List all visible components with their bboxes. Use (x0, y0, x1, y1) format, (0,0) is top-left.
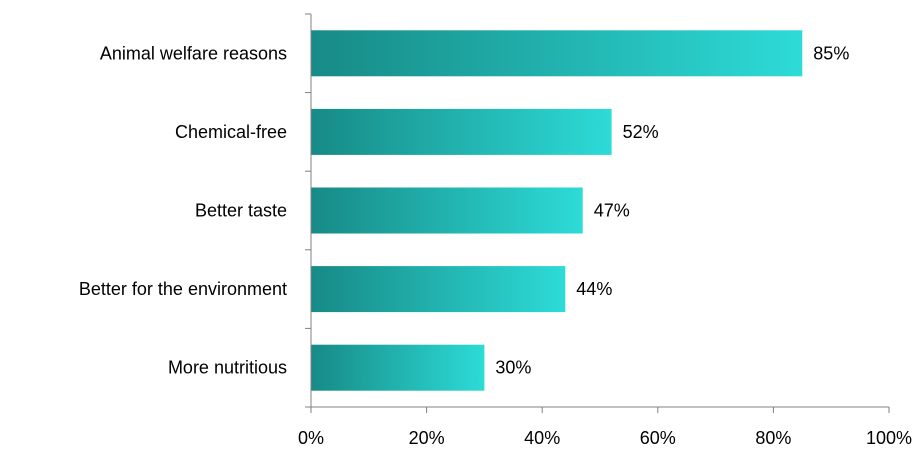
bar (311, 344, 485, 391)
data-label: 30% (495, 358, 531, 378)
category-label: Chemical-free (175, 122, 287, 142)
x-tick-label: 40% (524, 428, 560, 448)
bars-layer (311, 30, 803, 391)
bar (311, 30, 803, 77)
bar (311, 187, 583, 234)
axes (305, 13, 890, 413)
labels-layer: Animal welfare reasons 85% Chemical-free 52… (79, 43, 912, 448)
bar (311, 266, 566, 313)
bar (311, 108, 612, 155)
x-tick-label: 80% (755, 428, 791, 448)
data-label: 85% (813, 43, 849, 63)
data-label: 52% (623, 122, 659, 142)
category-label: Better for the environment (79, 279, 287, 299)
x-tick-label: 60% (640, 428, 676, 448)
category-label: More nutritious (168, 358, 287, 378)
category-label: Animal welfare reasons (100, 43, 287, 63)
x-tick-label: 0% (298, 428, 324, 448)
category-label: Better taste (195, 201, 287, 221)
x-tick-label: 20% (409, 428, 445, 448)
x-tick-label: 100% (866, 428, 912, 448)
data-label: 44% (576, 279, 612, 299)
data-label: 47% (594, 201, 630, 221)
